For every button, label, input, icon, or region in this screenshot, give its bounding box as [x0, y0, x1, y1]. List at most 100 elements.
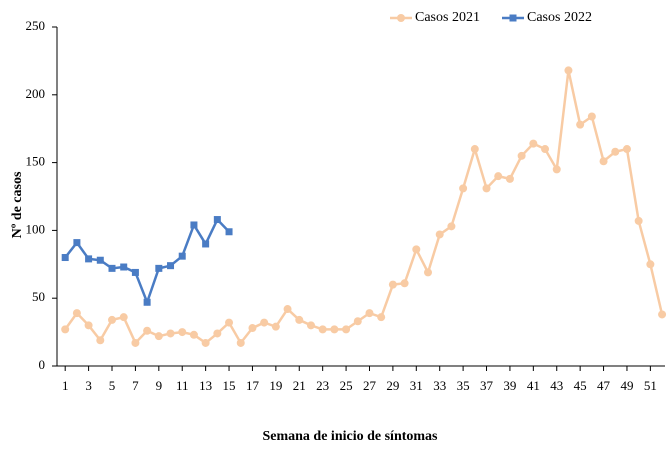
point — [131, 338, 140, 347]
point — [494, 172, 503, 181]
x-tick-label: 25 — [340, 378, 353, 393]
x-tick-label: 27 — [363, 378, 377, 393]
point — [61, 254, 69, 262]
point — [365, 309, 374, 318]
point — [201, 338, 210, 347]
point — [84, 321, 93, 330]
point — [271, 322, 280, 331]
x-tick-label: 19 — [269, 378, 282, 393]
point — [143, 326, 152, 335]
point — [435, 230, 444, 239]
x-tick-label: 45 — [574, 378, 587, 393]
point — [412, 245, 421, 254]
x-tick-label: 41 — [527, 378, 540, 393]
y-tick-label: 150 — [26, 154, 46, 169]
y-tick-label: 250 — [26, 18, 46, 33]
point — [353, 317, 362, 326]
point — [400, 279, 409, 288]
series-line — [64, 70, 664, 346]
point — [155, 264, 163, 272]
point — [424, 268, 433, 277]
point — [72, 309, 81, 318]
point — [260, 318, 269, 327]
point — [388, 280, 397, 289]
point — [306, 321, 315, 330]
point — [622, 145, 631, 154]
point — [564, 66, 573, 75]
x-tick-label: 11 — [176, 378, 189, 393]
point — [189, 330, 198, 339]
point — [213, 329, 222, 338]
point — [213, 216, 221, 224]
point — [143, 298, 151, 306]
legend-label: Casos 2022 — [527, 10, 592, 25]
point — [318, 325, 327, 334]
x-tick-label: 35 — [457, 378, 470, 393]
x-tick-label: 21 — [293, 378, 306, 393]
point — [541, 145, 550, 154]
y-tick-label: 0 — [39, 357, 46, 372]
point — [85, 255, 93, 263]
point — [73, 239, 81, 247]
point — [646, 260, 655, 269]
x-tick-label: 5 — [109, 378, 116, 393]
x-tick-label: 33 — [433, 378, 446, 393]
x-tick-label: 43 — [550, 378, 563, 393]
point — [658, 310, 667, 319]
point — [377, 313, 386, 322]
point — [108, 315, 117, 324]
point — [236, 338, 245, 347]
point — [190, 221, 198, 229]
x-tick-label: 17 — [246, 378, 260, 393]
x-tick-label: 31 — [410, 378, 423, 393]
point — [166, 329, 175, 338]
x-tick-label: 15 — [223, 378, 236, 393]
point — [599, 157, 608, 166]
x-tick-label: 23 — [316, 378, 329, 393]
legend-label: Casos 2021 — [415, 10, 480, 25]
x-tick-label: 51 — [644, 378, 657, 393]
x-tick-label: 39 — [503, 378, 516, 393]
point — [470, 145, 479, 154]
point — [225, 228, 233, 236]
point — [587, 112, 596, 121]
point — [517, 151, 526, 160]
point — [330, 325, 339, 334]
point — [202, 240, 210, 248]
point — [178, 252, 186, 260]
x-tick-label: 29 — [386, 378, 399, 393]
x-tick-label: 9 — [156, 378, 163, 393]
point — [248, 324, 257, 333]
legend-marker — [509, 14, 517, 22]
y-axis-label: Nº de casos — [10, 171, 25, 238]
x-tick-label: 37 — [480, 378, 494, 393]
point — [459, 184, 468, 193]
y-tick-label: 100 — [26, 221, 46, 236]
x-tick-label: 13 — [199, 378, 212, 393]
point — [154, 332, 163, 341]
point — [96, 256, 104, 264]
point — [61, 325, 70, 334]
point — [295, 315, 304, 324]
point — [178, 328, 187, 337]
point — [447, 222, 456, 231]
point — [131, 268, 139, 276]
point — [96, 336, 105, 345]
point — [342, 325, 351, 334]
y-tick-label: 50 — [32, 289, 45, 304]
point — [576, 120, 585, 129]
point — [482, 184, 491, 193]
point — [552, 165, 561, 174]
legend-marker — [397, 14, 405, 22]
x-axis-label: Semana de inicio de síntomas — [262, 429, 438, 444]
point — [611, 147, 620, 156]
point — [108, 264, 116, 272]
x-tick-label: 3 — [85, 378, 92, 393]
point — [283, 305, 292, 314]
y-tick-label: 200 — [26, 86, 46, 101]
x-tick-label: 49 — [620, 378, 633, 393]
point — [119, 313, 128, 322]
point — [120, 263, 128, 271]
point — [634, 216, 643, 225]
